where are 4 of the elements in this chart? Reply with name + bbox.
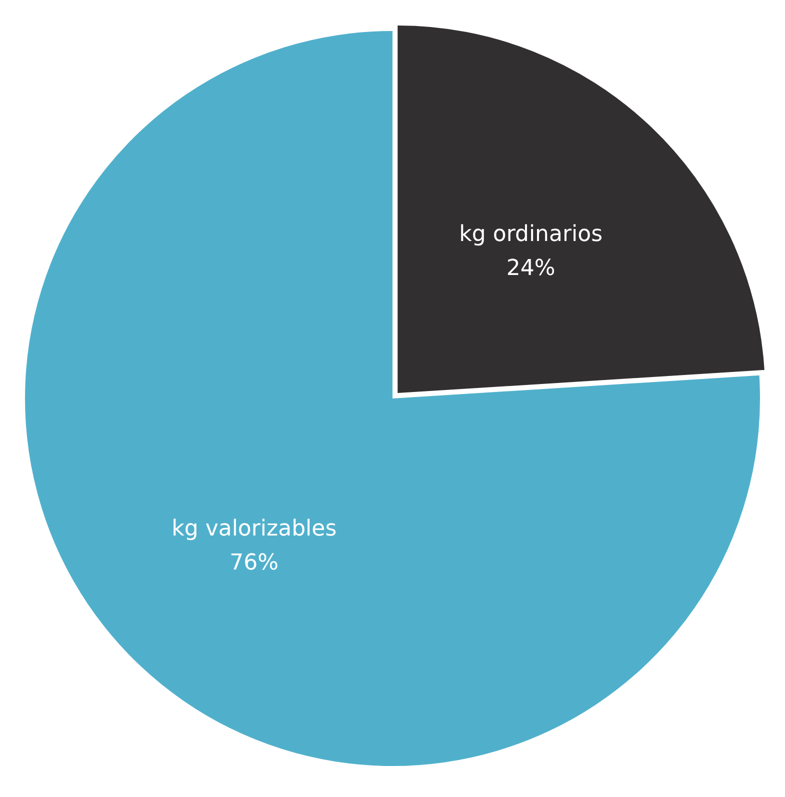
- data-label: 76%: [230, 550, 279, 576]
- data-label: 24%: [506, 256, 556, 281]
- slice-label: kg valorizables: [172, 516, 337, 542]
- slice-label: kg ordinarios: [459, 222, 603, 247]
